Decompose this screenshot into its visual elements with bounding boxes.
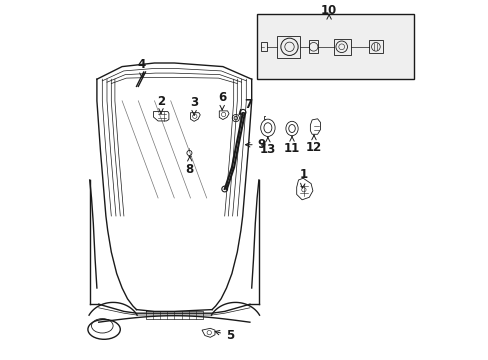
- Bar: [333, 39, 350, 55]
- Text: 3: 3: [190, 96, 198, 115]
- Bar: [276, 36, 300, 58]
- Text: 2: 2: [157, 95, 165, 114]
- Text: 5: 5: [215, 329, 234, 342]
- Text: 7: 7: [239, 98, 252, 114]
- Text: 4: 4: [138, 58, 146, 77]
- Bar: [309, 40, 318, 53]
- Bar: [257, 14, 413, 79]
- Bar: [368, 40, 382, 53]
- Bar: [260, 42, 266, 51]
- Text: 8: 8: [185, 157, 194, 176]
- Text: 13: 13: [259, 137, 275, 156]
- Text: 10: 10: [320, 4, 337, 17]
- Text: 6: 6: [218, 91, 226, 110]
- Bar: [257, 14, 413, 79]
- Text: 11: 11: [284, 136, 300, 155]
- Text: 1: 1: [299, 168, 307, 188]
- Text: 12: 12: [305, 135, 322, 154]
- Text: 9: 9: [245, 138, 265, 151]
